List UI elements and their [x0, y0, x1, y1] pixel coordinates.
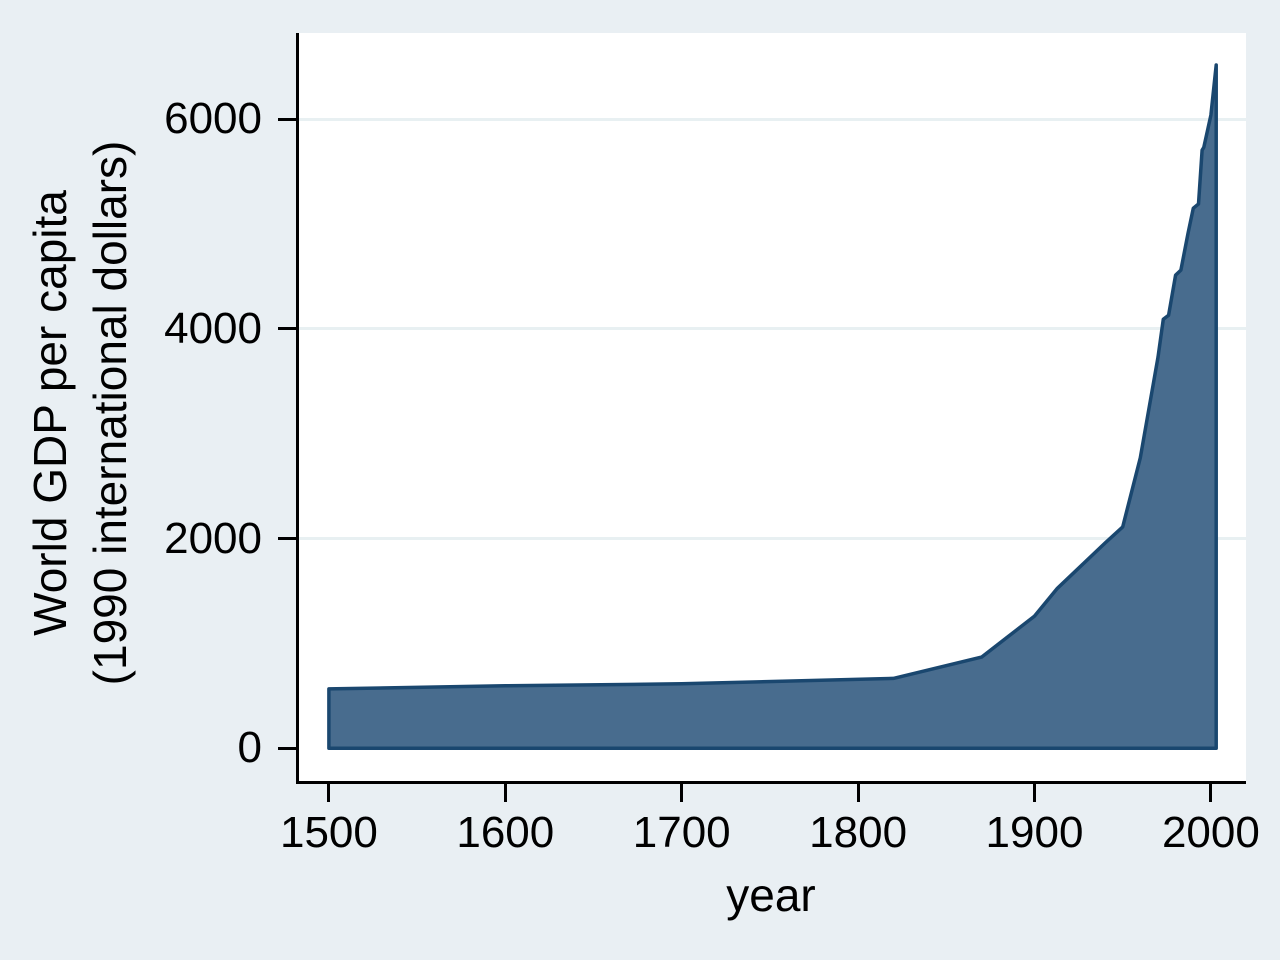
y-axis-title-line2: (1990 international dollars): [84, 140, 136, 686]
x-axis-title: year: [726, 869, 816, 921]
y-axis-title: World GDP per capita (1990 international…: [20, 141, 140, 686]
y-axis-title-line1: World GDP per capita: [24, 190, 76, 636]
world-gdp-area-series: [327, 63, 1218, 751]
